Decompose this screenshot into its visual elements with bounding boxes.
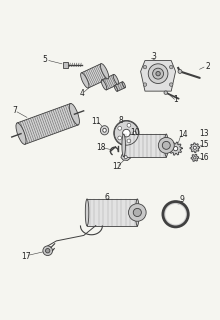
Circle shape — [169, 83, 173, 86]
Ellipse shape — [103, 128, 106, 132]
Circle shape — [114, 120, 139, 146]
Circle shape — [118, 126, 122, 130]
Circle shape — [127, 124, 131, 127]
Text: 7: 7 — [12, 106, 17, 115]
Bar — [87, 199, 137, 226]
Circle shape — [164, 91, 167, 94]
Circle shape — [43, 246, 53, 256]
Text: 2: 2 — [206, 62, 211, 71]
Polygon shape — [102, 75, 118, 90]
Polygon shape — [63, 62, 68, 68]
Text: 18: 18 — [96, 143, 106, 152]
Ellipse shape — [16, 123, 26, 144]
Text: 12: 12 — [112, 162, 122, 171]
Circle shape — [143, 65, 147, 69]
Circle shape — [133, 131, 137, 135]
Circle shape — [123, 129, 130, 137]
Text: 6: 6 — [104, 193, 109, 202]
Circle shape — [193, 146, 196, 149]
Circle shape — [118, 136, 122, 140]
Circle shape — [178, 69, 182, 73]
Ellipse shape — [85, 199, 89, 226]
Text: 5: 5 — [42, 55, 47, 64]
Ellipse shape — [136, 199, 139, 226]
Ellipse shape — [69, 103, 79, 125]
Circle shape — [124, 156, 127, 159]
Ellipse shape — [101, 80, 107, 90]
Text: 14: 14 — [178, 130, 188, 139]
Text: 9: 9 — [180, 195, 185, 204]
Circle shape — [169, 65, 173, 69]
Text: 13: 13 — [199, 129, 208, 138]
Polygon shape — [114, 82, 125, 92]
Bar — [124, 134, 166, 157]
Polygon shape — [121, 154, 131, 160]
Circle shape — [133, 208, 141, 217]
Circle shape — [156, 71, 160, 76]
Polygon shape — [17, 104, 78, 144]
Text: 3: 3 — [151, 52, 156, 61]
Text: 10: 10 — [130, 127, 140, 137]
Polygon shape — [191, 154, 198, 161]
Circle shape — [46, 249, 50, 253]
Circle shape — [148, 64, 168, 84]
Ellipse shape — [100, 64, 109, 79]
Text: 8: 8 — [118, 116, 123, 125]
Ellipse shape — [113, 75, 119, 84]
Ellipse shape — [165, 134, 168, 157]
Circle shape — [158, 137, 174, 153]
Text: 11: 11 — [92, 116, 101, 125]
Text: 1: 1 — [173, 95, 178, 104]
Polygon shape — [81, 64, 108, 88]
Circle shape — [173, 147, 178, 151]
Polygon shape — [190, 143, 200, 153]
Polygon shape — [169, 142, 182, 155]
Ellipse shape — [100, 126, 109, 135]
Ellipse shape — [81, 73, 89, 88]
Circle shape — [162, 141, 170, 149]
Text: 4: 4 — [79, 89, 84, 98]
Circle shape — [143, 83, 147, 86]
Ellipse shape — [122, 134, 125, 157]
Circle shape — [127, 139, 131, 143]
Circle shape — [194, 156, 196, 159]
Text: 15: 15 — [199, 140, 209, 149]
Ellipse shape — [114, 85, 117, 92]
Ellipse shape — [122, 82, 125, 88]
Text: 16: 16 — [200, 153, 209, 162]
Circle shape — [153, 68, 163, 79]
Text: 17: 17 — [22, 252, 31, 261]
Polygon shape — [141, 60, 176, 91]
Circle shape — [128, 204, 146, 221]
